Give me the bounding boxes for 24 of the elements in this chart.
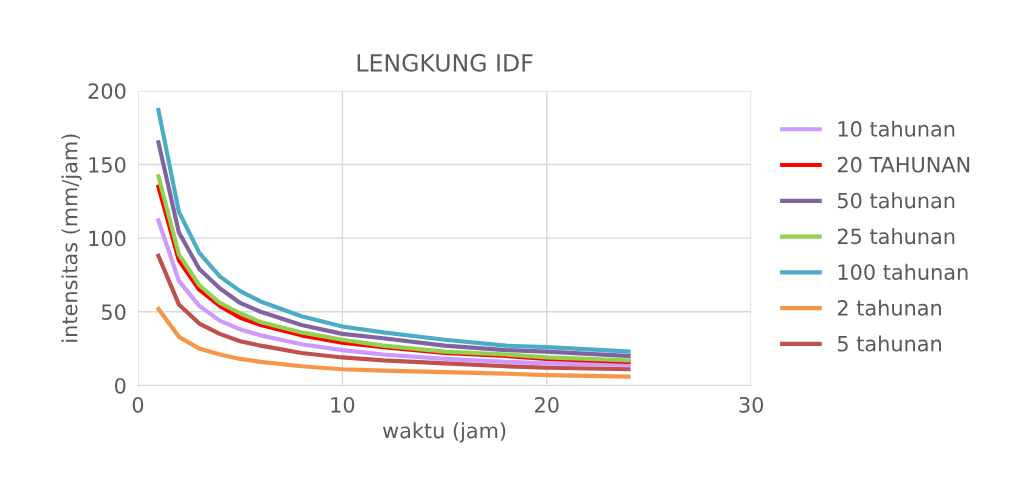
legend-label: 10 tahunan xyxy=(838,120,955,137)
line-series xyxy=(156,140,631,359)
x-tick-label: 30 xyxy=(739,396,764,413)
x-tick-label: 20 xyxy=(535,396,559,413)
legend-label: 100 tahunan xyxy=(838,263,968,280)
legend-label: 25 tahunan xyxy=(837,228,955,245)
line-series xyxy=(156,306,631,379)
line-series xyxy=(156,253,631,372)
x-tick-label: 0 xyxy=(132,396,144,413)
y-tick-label: 50 xyxy=(101,304,126,320)
legend-label: 5 tahunan xyxy=(837,335,941,352)
x-axis-title: waktu (jam) xyxy=(382,422,506,443)
y-tick-label: 0 xyxy=(114,377,126,394)
y-tick-label: 150 xyxy=(89,156,126,173)
y-axis-title: intensitas (mm/jam) xyxy=(61,134,82,342)
line-series xyxy=(156,218,631,367)
y-tick-label: 100 xyxy=(89,230,126,247)
line-series xyxy=(156,107,631,354)
legend-label: 50 tahunan xyxy=(837,192,955,209)
y-tick-label: 200 xyxy=(88,83,126,100)
x-tick-label: 10 xyxy=(331,396,355,413)
legend-label: 20 TAHUNAN xyxy=(837,156,970,173)
chart-title: LENGKUNG IDF xyxy=(357,53,533,72)
legend-label: 2 tahunan xyxy=(837,299,941,316)
